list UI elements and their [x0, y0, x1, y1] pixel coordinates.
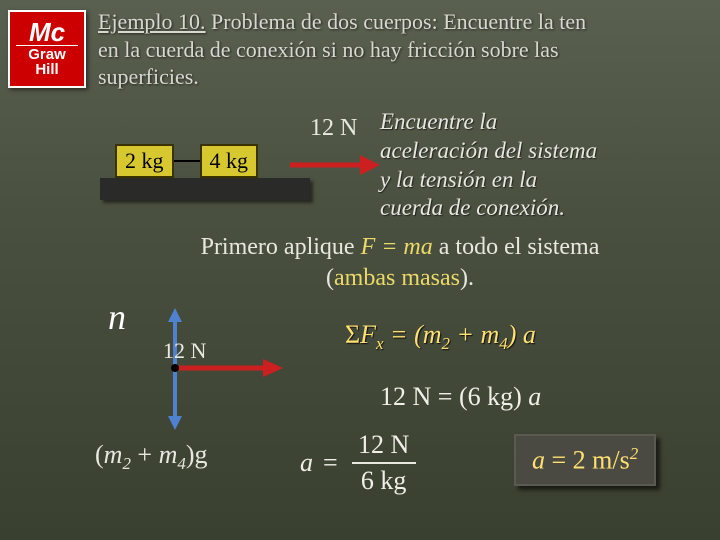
- logo-line2: Graw: [10, 47, 84, 62]
- result-box: a = 2 m/s2: [514, 434, 656, 486]
- mass-diagram: 2 kg 4 kg: [115, 144, 258, 178]
- acceleration-fraction: a = 12 N 6 kg: [300, 430, 416, 496]
- example-label: Ejemplo 10.: [98, 9, 206, 34]
- surface: [100, 178, 310, 200]
- normal-force-label: n: [108, 296, 126, 338]
- sum-forces-equation: ΣFx = (m2 + m4) a: [345, 320, 536, 354]
- numeric-equation: 12 N = (6 kg) a: [380, 382, 541, 412]
- fraction-bar: [352, 462, 416, 464]
- block-m2: 4 kg: [200, 144, 259, 178]
- applied-force-label: 12 N: [310, 115, 357, 142]
- fbd-force-label: 12 N: [163, 338, 206, 364]
- force-arrow: [290, 152, 380, 178]
- publisher-logo: Mc Graw Hill: [8, 10, 86, 88]
- block-m1: 2 kg: [115, 144, 174, 178]
- free-body-diagram: [135, 308, 295, 443]
- problem-prompt: Encuentre la aceleración del sistema y l…: [380, 108, 715, 223]
- weight-expression: (m2 + m4)g: [95, 440, 207, 474]
- logo-line3: Hill: [10, 62, 84, 77]
- fraction-numerator: 12 N: [358, 430, 409, 460]
- fraction-denominator: 6 kg: [361, 466, 407, 496]
- apply-newton-text: Primero aplique F = ma a todo el sistema…: [100, 232, 700, 294]
- slide-title: Ejemplo 10. Problema de dos cuerpos: Enc…: [98, 8, 720, 91]
- logo-line1: Mc: [10, 21, 84, 43]
- connecting-rope: [174, 160, 200, 162]
